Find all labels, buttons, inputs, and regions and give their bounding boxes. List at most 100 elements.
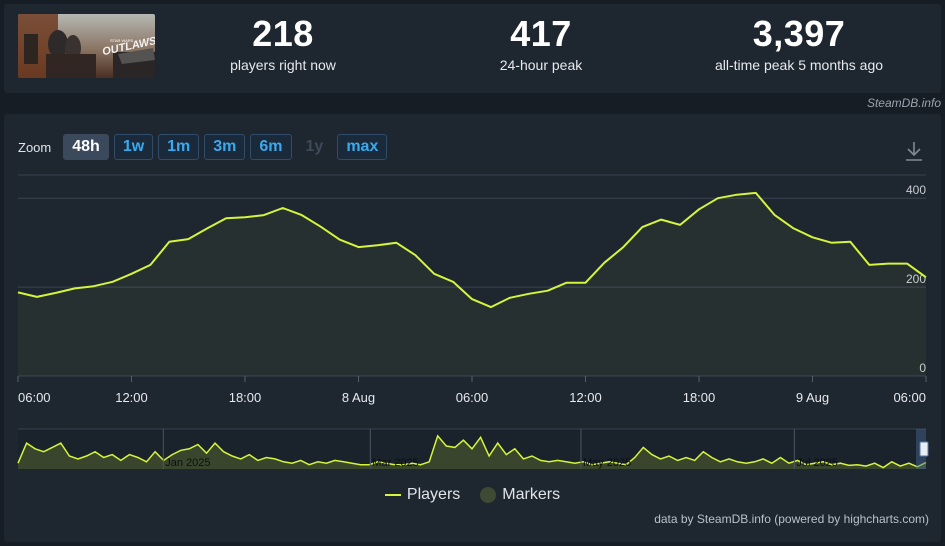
data-point: [339, 239, 341, 241]
data-point: [206, 227, 208, 229]
data-point: [736, 194, 738, 196]
all-time-peak-stat: 3,397 all-time peak 5 months ago: [689, 12, 909, 74]
data-point: [358, 246, 360, 248]
zoom-max-button[interactable]: max: [337, 134, 388, 160]
data-point: [830, 242, 832, 244]
data-point: [868, 264, 870, 266]
data-point: [36, 296, 38, 298]
data-point: [812, 236, 814, 238]
data-point: [906, 263, 908, 265]
all-time-peak-label: all-time peak 5 months ago: [714, 57, 884, 73]
data-point: [17, 291, 19, 293]
x-tick-label: 9 Aug: [796, 390, 829, 405]
data-point: [641, 226, 643, 228]
zoom-label: Zoom: [18, 139, 52, 155]
x-tick-label: 18:00: [229, 390, 262, 405]
x-tick-label: 12:00: [569, 390, 602, 405]
data-point: [774, 214, 776, 216]
data-point: [679, 224, 681, 226]
data-point: [225, 217, 227, 219]
data-point: [566, 282, 568, 284]
zoom-48h-button[interactable]: 48h: [63, 134, 109, 160]
data-point: [660, 219, 662, 221]
x-tick-label: 12:00: [115, 390, 148, 405]
markers-swatch: [480, 487, 497, 503]
data-point: [471, 298, 473, 300]
current-players-label: players right now: [230, 57, 336, 73]
chart-panel: 0 200 400 06:00 12:00 18:00 8 Aug 06:00 12:00 18:…: [4, 114, 941, 542]
zoom-1y-button: 1y: [305, 138, 324, 155]
players-area: [18, 192, 926, 376]
steamdb-credit[interactable]: SteamDB.info: [866, 96, 941, 110]
current-players-stat: 218 players right now: [213, 12, 353, 74]
navigator-label: Jan 2025: [165, 457, 210, 469]
download-icon[interactable]: [904, 140, 924, 162]
data-point: [282, 207, 284, 209]
stats-panel: STAR WARS OUTLAWS 218 players right now …: [4, 4, 941, 93]
data-point: [603, 262, 605, 264]
data-point: [93, 285, 95, 287]
players-line-swatch: [384, 494, 401, 496]
data-point: [793, 227, 795, 229]
peak-24h-label: 24-hour peak: [499, 57, 583, 73]
navigator-label: Mar 2025: [372, 457, 418, 469]
data-point: [490, 306, 492, 308]
peak-24h-value: 417: [510, 13, 572, 54]
data-point: [547, 290, 549, 292]
data-point: [168, 241, 170, 243]
data-point: [414, 254, 416, 256]
data-point: [244, 216, 246, 218]
data-point: [187, 238, 189, 240]
data-point: [755, 192, 757, 194]
data-point: [509, 297, 511, 299]
data-point: [301, 214, 303, 216]
players-chart: 0 200 400 06:00 12:00 18:00 8 Aug 06:00 12:00 18:…: [17, 174, 929, 469]
navigator-handle[interactable]: [919, 441, 929, 457]
legend-players-label: Players: [406, 486, 461, 503]
x-tick-label: 06:00: [456, 390, 489, 405]
data-point: [55, 292, 57, 294]
data-point: [320, 226, 322, 228]
game-artwork-image: STAR WARS OUTLAWS: [18, 14, 155, 78]
svg-text:STAR WARS: STAR WARS: [110, 38, 134, 43]
peak-24h-stat: 417 24-hour peak: [471, 12, 611, 74]
navigator-label: May 2025: [583, 457, 631, 469]
zoom-6m-button[interactable]: 6m: [250, 134, 292, 160]
zoom-3m-button[interactable]: 3m: [204, 134, 246, 160]
zoom-1m-button[interactable]: 1m: [158, 134, 200, 160]
legend-players[interactable]: Players: [384, 486, 461, 504]
data-point: [452, 281, 454, 283]
highcharts-credit[interactable]: data by SteamDB.info (powered by highcha…: [654, 512, 929, 526]
data-point: [585, 282, 587, 284]
legend-markers-label: Markers: [502, 486, 561, 503]
all-time-peak-value: 3,397: [752, 13, 846, 54]
game-thumbnail[interactable]: STAR WARS OUTLAWS: [18, 14, 155, 78]
x-tick-label: 06:00: [893, 390, 926, 405]
zoom-controls: Zoom 48h 1w 1m 3m 6m 1y max: [18, 133, 392, 161]
zoom-1w-button[interactable]: 1w: [113, 134, 154, 160]
data-point: [433, 273, 435, 275]
data-point: [149, 264, 151, 266]
x-tick-label: 06:00: [18, 390, 51, 405]
data-point: [717, 197, 719, 199]
chart-legend: Players Markers: [4, 486, 941, 504]
y-tick-label: 200: [906, 272, 926, 286]
data-point: [622, 246, 624, 248]
data-point: [395, 242, 397, 244]
x-tick-label: 8 Aug: [342, 390, 375, 405]
data-point: [698, 208, 700, 210]
players-line: [17, 191, 927, 309]
navigator-area: [18, 435, 926, 469]
data-point: [263, 214, 265, 216]
navigator-line: [17, 434, 927, 469]
data-point: [849, 241, 851, 243]
data-point: [74, 287, 76, 289]
y-tick-label: 400: [906, 183, 926, 197]
data-point: [528, 293, 530, 295]
data-point: [376, 244, 378, 246]
data-point: [887, 263, 889, 265]
navigator-label: Jul 2025: [796, 457, 838, 469]
data-point: [112, 281, 114, 283]
legend-markers[interactable]: Markers: [480, 486, 560, 504]
data-point: [131, 273, 133, 275]
